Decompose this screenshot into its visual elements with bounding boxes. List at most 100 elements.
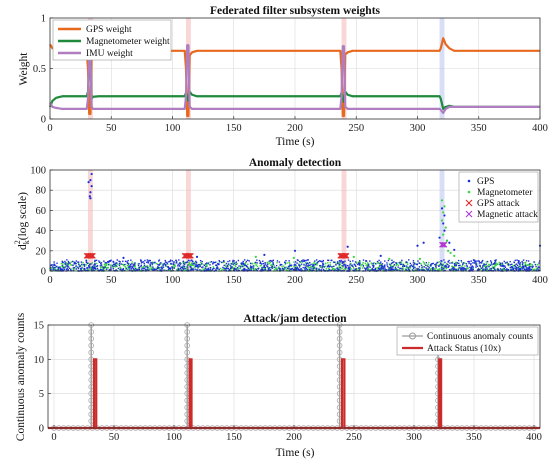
panel2-noise-point: [226, 265, 229, 268]
panel2-noise-point: [197, 266, 199, 268]
panel2-noise-point: [461, 265, 463, 268]
panel2-noise-point: [518, 262, 520, 264]
panel2-noise-point: [479, 264, 481, 267]
panel2-noise-point: [64, 266, 66, 268]
panel2-noise-point: [183, 268, 185, 270]
panel2-noise-point: [193, 266, 196, 268]
panel2-noise-point: [309, 264, 311, 267]
panel2-noise-point: [471, 265, 474, 267]
panel2-noise-point: [164, 259, 166, 262]
panel2-noise-point: [468, 260, 470, 263]
panel1-x-tick-label: 400: [532, 123, 548, 134]
panel2-noise-point: [532, 268, 534, 271]
panel2-noise-point: [205, 265, 208, 267]
panel2-noise-point: [263, 269, 265, 271]
panel2-noise-point: [238, 265, 240, 267]
panel1-series: [48, 37, 540, 118]
panel2-noise-point: [231, 267, 233, 269]
panel2-noise-point: [521, 267, 524, 270]
panel2-noise-point: [196, 268, 198, 271]
panel2-noise-point: [479, 268, 482, 271]
panel2-noise-point: [348, 268, 351, 271]
panel2-x-tick-label: 200: [287, 275, 303, 286]
panel2-noise-point: [211, 269, 213, 271]
panel2-noise-point: [96, 262, 98, 265]
panel2-noise-point: [197, 265, 199, 267]
panel2-noise-point: [268, 262, 270, 265]
panel2-noise-point: [104, 262, 107, 265]
panel2-noise-point: [472, 266, 474, 268]
panel2-noise-point: [140, 265, 142, 268]
panel2-noise-point: [372, 266, 374, 268]
panel3-x-tick-label: 300: [406, 432, 422, 443]
panel2-noise-point: [56, 262, 58, 264]
panel2-noise-point: [299, 265, 302, 267]
panel2-noise-point: [112, 266, 114, 268]
panel2-noise-point: [480, 267, 482, 269]
panel2-attack-marker: [342, 252, 349, 259]
panel2-noise-point: [233, 262, 236, 264]
panel2-noise-point: [439, 268, 441, 270]
panel2-noise-point: [204, 267, 206, 270]
panel2-noise-point: [484, 265, 487, 268]
panel2-noise-point: [305, 259, 307, 262]
panel2-noise-point: [203, 263, 205, 266]
panel3-count-marker: [88, 335, 94, 342]
panel2-noise-point: [73, 263, 75, 265]
panel2-noise-point: [182, 260, 185, 263]
panel2-noise-point: [321, 260, 323, 263]
panel2-noise-point: [88, 263, 91, 265]
panel2-noise-point: [374, 268, 377, 271]
panel2-noise-point: [405, 265, 408, 267]
panel2-noise-point: [333, 268, 335, 270]
panel2-noise-point: [260, 264, 262, 267]
panel2-data-point: [448, 241, 451, 244]
panel2-noise-point: [331, 267, 334, 270]
panel2-noise-point: [72, 268, 74, 270]
panel2-data-point: [89, 197, 92, 200]
panel2-noise-point: [468, 269, 471, 271]
panel2-noise-point: [510, 269, 512, 271]
panel2-noise-point: [522, 259, 525, 261]
panel2-noise-point: [435, 267, 437, 270]
panel2-noise-point: [380, 261, 382, 263]
panel2-noise-point: [92, 269, 94, 271]
panel2-noise-point: [190, 259, 193, 261]
panel2-noise-point: [274, 266, 276, 268]
panel2-noise-point: [80, 269, 82, 272]
panel2-noise-point: [414, 266, 416, 269]
panel2-noise-point: [173, 261, 175, 263]
panel2-noise-point: [499, 265, 502, 267]
panel1-x-tick-label: 150: [226, 123, 242, 134]
panel2-noise-point: [440, 260, 443, 262]
panel2-noise-point: [427, 265, 429, 268]
panel2-noise-point: [140, 260, 142, 262]
panel2-noise-point: [177, 267, 179, 270]
panel2-noise-point: [161, 267, 163, 269]
panel2-noise-point: [191, 264, 193, 267]
panel2-noise-point: [119, 268, 122, 270]
panel2-noise-point: [432, 266, 434, 269]
panel2-noise-point: [71, 264, 73, 266]
panel3-x-ticks: 0 50 100 150 200 250 300 350 400: [51, 425, 542, 443]
panel2-noise-point: [130, 265, 132, 267]
panel2-noise-point: [525, 268, 528, 270]
panel2-noise-point: [77, 266, 79, 268]
panel2-noise-point: [198, 263, 200, 266]
panel2-noise-point: [291, 268, 293, 270]
panel2-noise-point: [288, 260, 290, 262]
panel2-noise-point: [266, 261, 269, 264]
panel2-noise-point: [302, 266, 304, 269]
panel2-noise-point: [126, 262, 129, 264]
panel2-noise-point: [245, 264, 247, 267]
panel2-noise-point: [432, 262, 434, 265]
panel2-noise-point: [418, 266, 421, 268]
panel2-noise-point: [519, 262, 522, 264]
panel2-noise-point: [130, 269, 132, 272]
panel2-noise-point: [395, 264, 398, 267]
panel2-noise-point: [236, 263, 238, 265]
panel2-noise-point: [124, 266, 126, 268]
panel2-noise-point: [395, 262, 397, 264]
panel2-noise-point: [322, 261, 324, 263]
panel3-x-tick-label: 400: [526, 432, 542, 443]
